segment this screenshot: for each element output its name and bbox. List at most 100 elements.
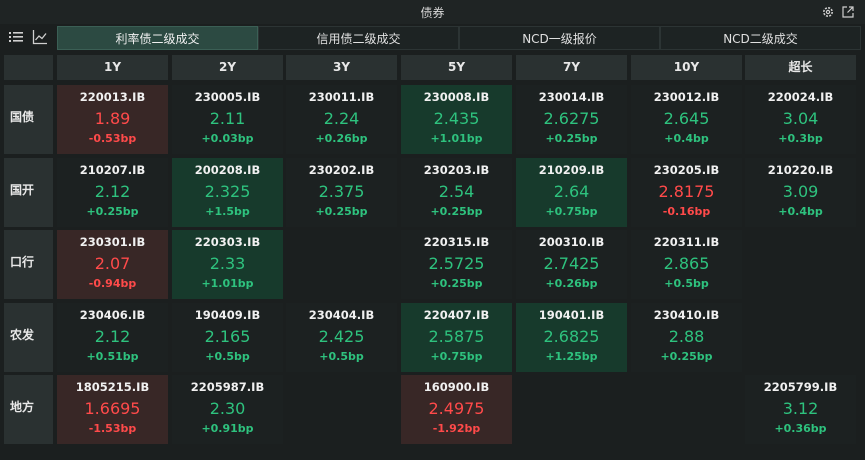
bond-yield: 2.30	[209, 399, 246, 418]
bond-cell[interactable]: 230205.IB 2.8175 -0.16bp	[631, 158, 742, 227]
bond-cell[interactable]: 230012.IB 2.645 +0.4bp	[631, 85, 742, 154]
bond-yield: 1.89	[94, 109, 131, 128]
bond-code: 220024.IB	[767, 90, 834, 104]
bond-code: 1805215.IB	[75, 380, 150, 394]
bond-cell[interactable]: 220303.IB 2.33 +1.01bp	[172, 230, 283, 299]
bond-yield: 1.6695	[84, 399, 141, 418]
bond-code: 190409.IB	[194, 308, 261, 322]
toolbar: 利率债二级成交 信用债二级成交 NCD一级报价 NCD二级成交	[0, 24, 865, 52]
bond-code: 220311.IB	[653, 235, 720, 249]
bond-cell[interactable]: 230005.IB 2.11 +0.03bp	[172, 85, 283, 154]
yield-change: -0.94bp	[88, 277, 137, 290]
yield-change: +0.26bp	[315, 132, 368, 145]
bond-cell[interactable]: 2205799.IB 3.12 +0.36bp	[745, 375, 856, 444]
bond-code: 2205799.IB	[763, 380, 838, 394]
grid-corner	[4, 55, 53, 80]
yield-change: -1.53bp	[88, 422, 137, 435]
yield-change: +0.5bp	[319, 350, 364, 363]
yield-change: +0.5bp	[205, 350, 250, 363]
bond-yield: 2.11	[209, 109, 246, 128]
bond-cell[interactable]: 220407.IB 2.5875 +0.75bp	[401, 303, 512, 372]
yield-change: +0.3bp	[778, 132, 823, 145]
row-header: 农发	[4, 303, 53, 372]
bond-yield: 2.435	[433, 109, 480, 128]
yield-change: +1.5bp	[205, 205, 250, 218]
column-header: 3Y	[286, 55, 397, 80]
bond-yield: 2.865	[663, 254, 710, 273]
yield-change: +0.25bp	[660, 350, 713, 363]
bond-code: 230011.IB	[308, 90, 375, 104]
bond-cell[interactable]: 210209.IB 2.64 +0.75bp	[516, 158, 627, 227]
yield-change: +0.26bp	[545, 277, 598, 290]
bond-cell[interactable]: 230404.IB 2.425 +0.5bp	[286, 303, 397, 372]
column-header: 1Y	[57, 55, 168, 80]
bond-cell[interactable]: 230203.IB 2.54 +0.25bp	[401, 158, 512, 227]
column-header: 超长	[745, 55, 856, 80]
tab-credit-bond[interactable]: 信用债二级成交	[258, 26, 459, 50]
bond-cell[interactable]: 2205987.IB 2.30 +0.91bp	[172, 375, 283, 444]
bond-yield: 2.6275	[543, 109, 600, 128]
bond-cell[interactable]: 230410.IB 2.88 +0.25bp	[631, 303, 742, 372]
list-view-button[interactable]	[6, 27, 26, 47]
bond-code: 200208.IB	[194, 163, 261, 177]
bond-code: 230410.IB	[653, 308, 720, 322]
bond-cell[interactable]: 210207.IB 2.12 +0.25bp	[57, 158, 168, 227]
bond-cell[interactable]: 230014.IB 2.6275 +0.25bp	[516, 85, 627, 154]
yield-change: +1.01bp	[201, 277, 254, 290]
bond-code: 220303.IB	[194, 235, 261, 249]
bond-cell[interactable]: 220013.IB 1.89 -0.53bp	[57, 85, 168, 154]
yield-change: +0.51bp	[86, 350, 139, 363]
tab-rate-bond[interactable]: 利率债二级成交	[57, 26, 258, 50]
bond-yield: 3.04	[782, 109, 819, 128]
yield-change: +0.5bp	[664, 277, 709, 290]
yield-change: +0.75bp	[545, 205, 598, 218]
empty-cell	[745, 303, 856, 372]
bond-cell[interactable]: 200310.IB 2.7425 +0.26bp	[516, 230, 627, 299]
bond-cell[interactable]: 220311.IB 2.865 +0.5bp	[631, 230, 742, 299]
bond-cell[interactable]: 1805215.IB 1.6695 -1.53bp	[57, 375, 168, 444]
bond-yield: 2.7425	[543, 254, 600, 273]
bond-yield: 2.88	[668, 327, 705, 346]
bond-cell[interactable]: 220315.IB 2.5725 +0.25bp	[401, 230, 512, 299]
bond-yield: 2.425	[318, 327, 365, 346]
bond-cell[interactable]: 210220.IB 3.09 +0.4bp	[745, 158, 856, 227]
bond-cell[interactable]: 190401.IB 2.6825 +1.25bp	[516, 303, 627, 372]
tab-bar: 利率债二级成交 信用债二级成交 NCD一级报价 NCD二级成交	[57, 26, 861, 50]
bond-cell[interactable]: 230202.IB 2.375 +0.25bp	[286, 158, 397, 227]
bond-code: 230202.IB	[308, 163, 375, 177]
yield-change: +1.25bp	[545, 350, 598, 363]
bond-cell[interactable]: 220024.IB 3.04 +0.3bp	[745, 85, 856, 154]
bond-yield: 2.165	[204, 327, 251, 346]
bond-code: 230301.IB	[79, 235, 146, 249]
bond-cell[interactable]: 230301.IB 2.07 -0.94bp	[57, 230, 168, 299]
bond-yield: 2.645	[663, 109, 710, 128]
tab-ncd-primary[interactable]: NCD一级报价	[459, 26, 660, 50]
gear-icon[interactable]	[821, 4, 837, 20]
bond-cell[interactable]: 230406.IB 2.12 +0.51bp	[57, 303, 168, 372]
bond-code: 210220.IB	[767, 163, 834, 177]
bond-yield: 2.8175	[658, 182, 715, 201]
bond-yield: 3.12	[782, 399, 819, 418]
column-header: 7Y	[516, 55, 627, 80]
bond-yield: 2.4975	[428, 399, 485, 418]
bond-cell[interactable]: 160900.IB 2.4975 -1.92bp	[401, 375, 512, 444]
bond-code: 210207.IB	[79, 163, 146, 177]
list-icon	[9, 32, 23, 42]
empty-cell	[631, 375, 742, 444]
external-link-icon[interactable]	[841, 4, 857, 20]
yield-change: -0.53bp	[88, 132, 137, 145]
bond-cell[interactable]: 200208.IB 2.325 +1.5bp	[172, 158, 283, 227]
tab-ncd-secondary[interactable]: NCD二级成交	[660, 26, 861, 50]
yield-change: +0.25bp	[545, 132, 598, 145]
bond-code: 160900.IB	[423, 380, 490, 394]
bond-yield: 3.09	[782, 182, 819, 201]
chart-view-button[interactable]	[30, 27, 50, 47]
window-title: 债券	[420, 6, 445, 20]
bond-code: 190401.IB	[538, 308, 605, 322]
bond-code: 230406.IB	[79, 308, 146, 322]
bond-cell[interactable]: 190409.IB 2.165 +0.5bp	[172, 303, 283, 372]
title-bar: 债券	[0, 0, 865, 24]
bond-cell[interactable]: 230008.IB 2.435 +1.01bp	[401, 85, 512, 154]
bond-cell[interactable]: 230011.IB 2.24 +0.26bp	[286, 85, 397, 154]
yield-change: +0.25bp	[430, 277, 483, 290]
